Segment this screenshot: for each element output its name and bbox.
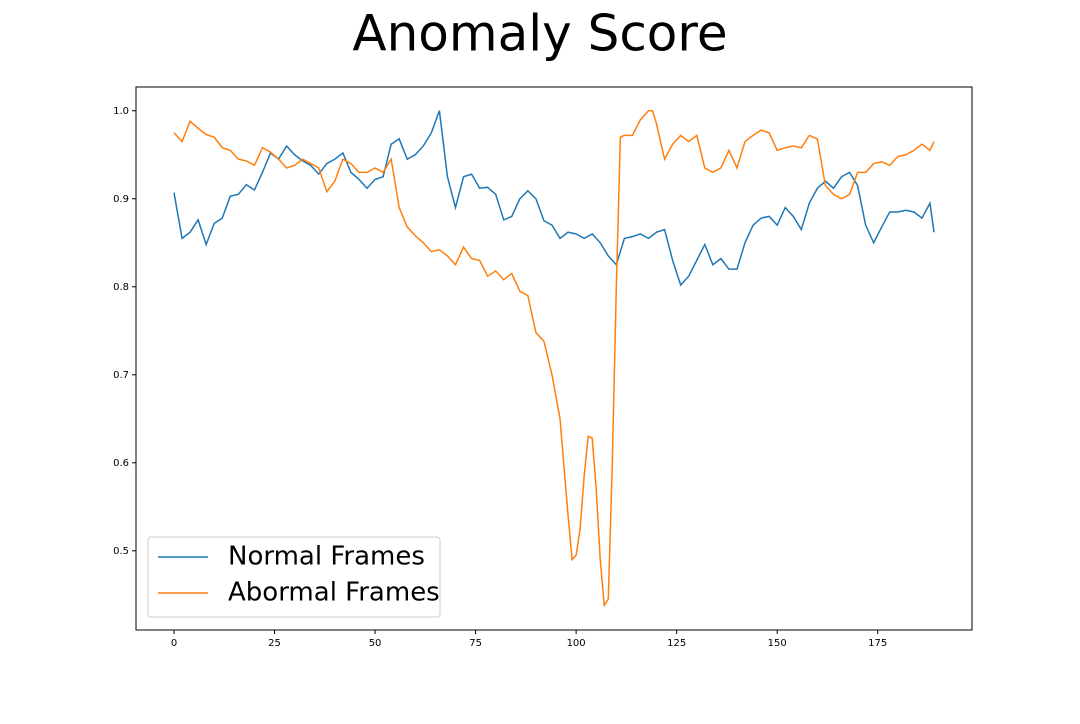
- legend-box: [147, 536, 441, 618]
- series-line: [173, 110, 935, 608]
- x-tick-label: 175: [868, 638, 887, 649]
- x-tick-label: 150: [768, 638, 787, 649]
- chart-title: Anomaly Score: [352, 5, 727, 63]
- y-tick-label: 0.5: [113, 546, 129, 557]
- y-tick-label: 0.7: [113, 370, 129, 381]
- x-tick-label: 125: [667, 638, 686, 649]
- x-tick-label: 0: [171, 638, 177, 649]
- x-tick-label: 50: [369, 638, 382, 649]
- x-tick-label: 75: [469, 638, 482, 649]
- y-tick-label: 0.8: [113, 282, 129, 293]
- legend-label: Normal Frames: [228, 542, 425, 572]
- y-tick-label: 1.0: [113, 106, 129, 117]
- x-tick-label: 100: [567, 638, 586, 649]
- y-tick-label: 0.6: [113, 458, 129, 469]
- y-tick-label: 0.9: [113, 194, 129, 205]
- x-tick-label: 25: [268, 638, 281, 649]
- legend-label: Abormal Frames: [228, 578, 440, 608]
